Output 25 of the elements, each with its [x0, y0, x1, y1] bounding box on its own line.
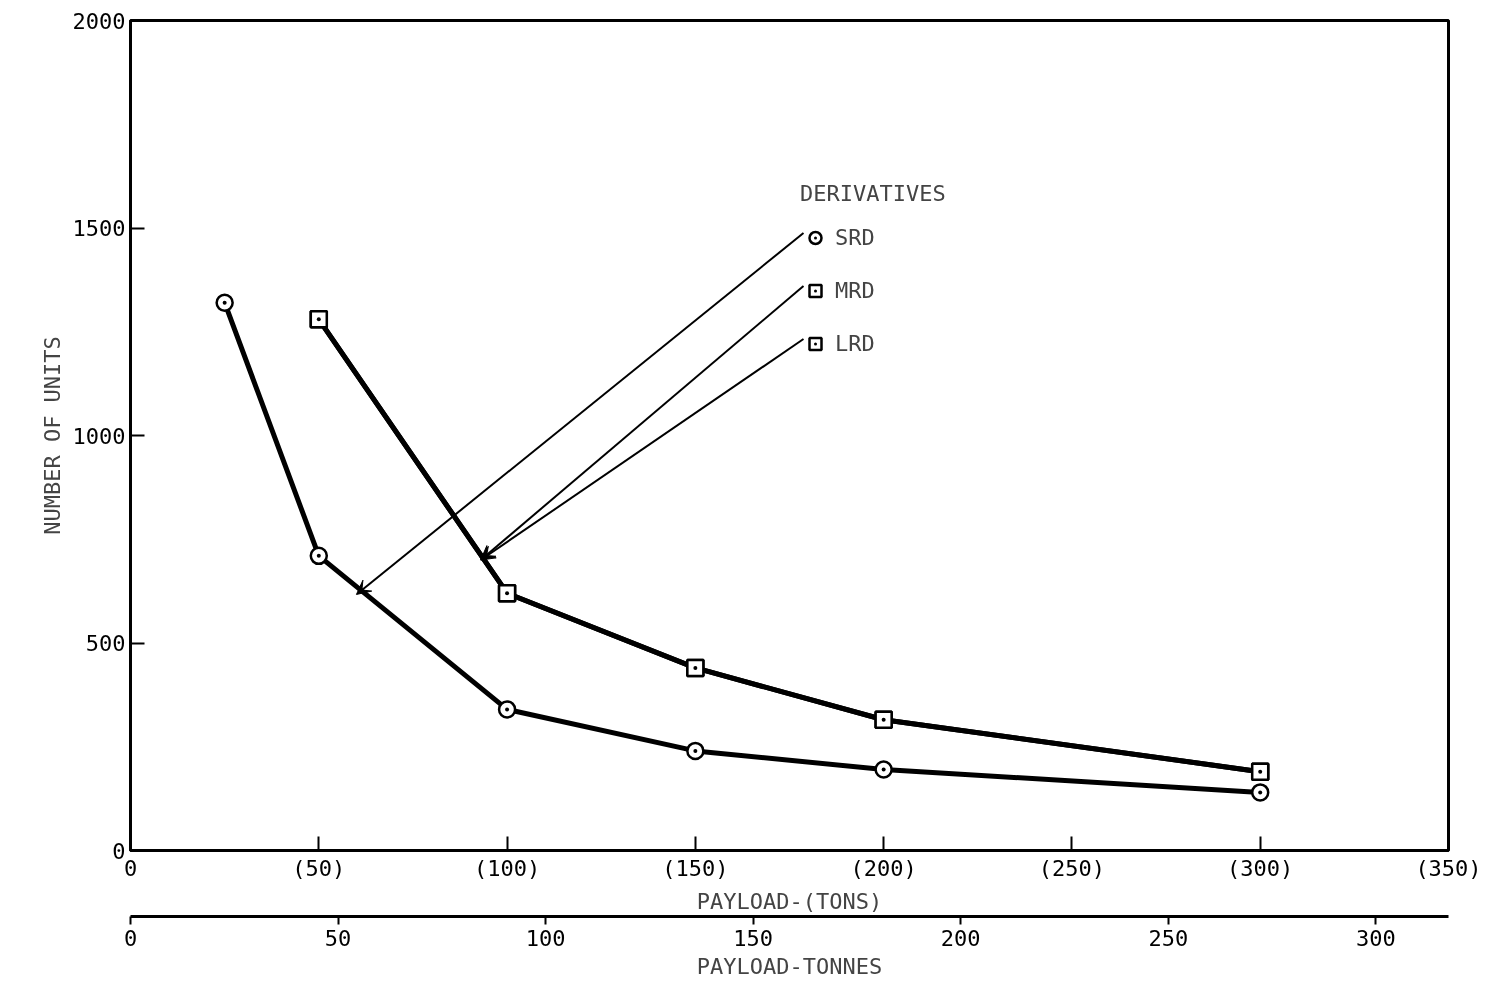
legend-label: SRD	[835, 224, 875, 252]
x2-tick-label: 300	[1355, 925, 1396, 951]
legend-label: MRD	[835, 277, 875, 305]
x2-tick-label: 250	[1148, 925, 1189, 951]
y-tick-label: 1500	[72, 216, 126, 241]
x-tick-label: (350)	[1415, 855, 1482, 881]
x-axis-title: PAYLOAD-(TONS)	[696, 888, 883, 914]
legend-label: LRD	[835, 330, 875, 358]
y-tick-label: 500	[85, 631, 126, 656]
y-tick-label: 1000	[72, 423, 126, 449]
x-tick-label: (100)	[473, 855, 541, 881]
y-axis-title: NUMBER OF UNITS	[39, 336, 65, 535]
x-tick-label: (150)	[662, 855, 729, 881]
legend-title: DERIVATIVES	[800, 181, 946, 206]
x2-tick-label: 50	[324, 925, 352, 951]
y-tick-label: 2000	[72, 8, 126, 34]
y-tick-label: 0	[112, 838, 126, 864]
x-tick-label: (200)	[850, 855, 917, 881]
x-tick-label: (50)	[292, 855, 346, 881]
x-tick-label: (250)	[1038, 855, 1106, 881]
x-tick-label: (300)	[1227, 855, 1294, 881]
x2-tick-label: 150	[733, 925, 774, 951]
x2-axis-title: PAYLOAD-TONNES	[696, 953, 883, 979]
x2-tick-label: 200	[940, 925, 981, 951]
x2-tick-label: 100	[525, 925, 566, 951]
